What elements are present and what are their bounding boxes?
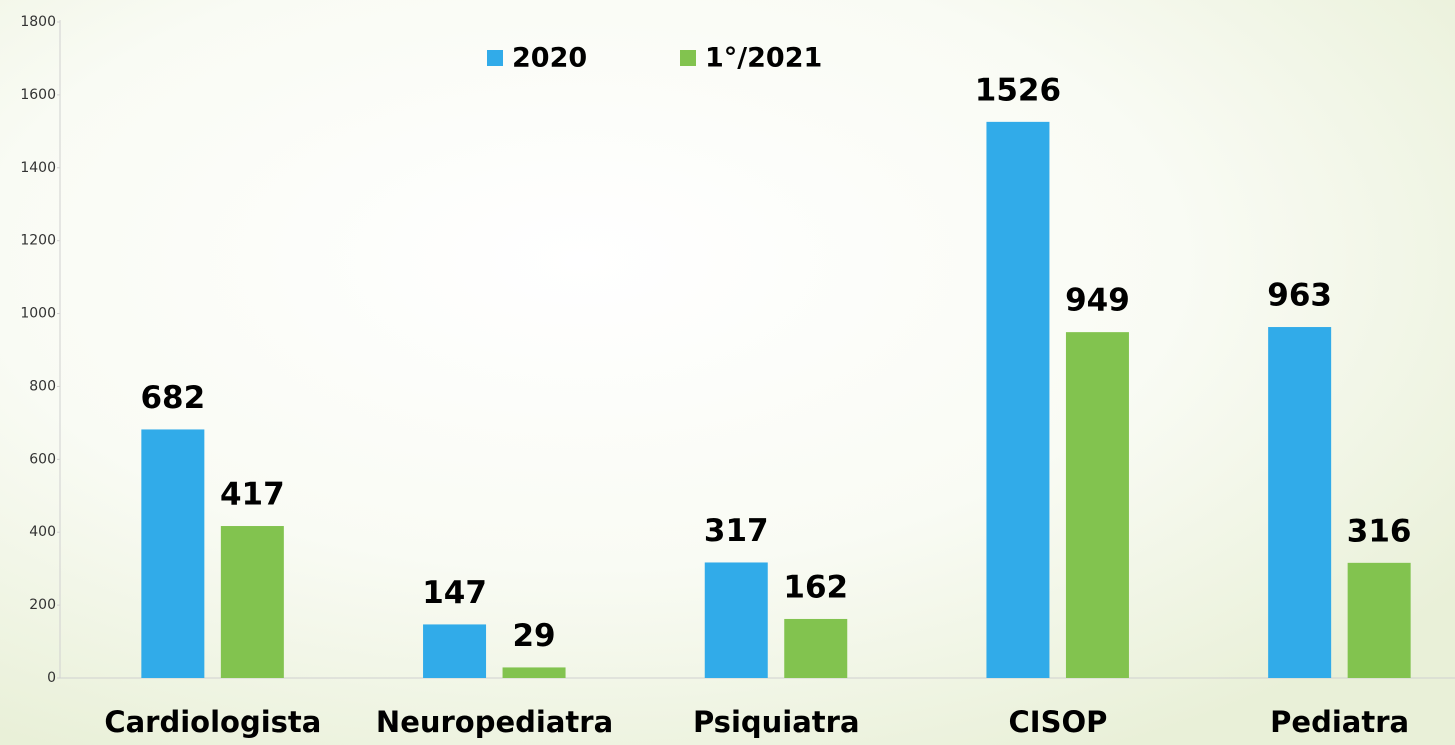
value-label: 417 (220, 477, 285, 513)
value-label: 1526 (975, 72, 1061, 108)
bar (220, 526, 284, 678)
x-tick-label: Pediatra (1270, 705, 1409, 739)
y-tick-label: 1600 (20, 87, 56, 103)
y-tick-label: 600 (29, 451, 56, 467)
value-label: 316 (1347, 513, 1412, 549)
bar (1268, 327, 1332, 678)
y-tick-label: 0 (47, 670, 56, 686)
legend-swatch (487, 50, 503, 66)
bar (423, 624, 487, 678)
bar (1347, 562, 1411, 678)
y-tick-label: 200 (29, 597, 56, 613)
y-tick-label: 800 (29, 378, 56, 394)
value-label: 682 (140, 380, 205, 416)
x-tick-label: Neuropediatra (376, 705, 613, 739)
value-label: 29 (512, 618, 555, 654)
y-tick-label: 1200 (20, 233, 56, 249)
value-label: 963 (1267, 278, 1332, 314)
y-tick-label: 1000 (20, 306, 56, 322)
bar (502, 667, 566, 678)
x-tick-label: CISOP (1009, 705, 1108, 739)
x-tick-label: Cardiologista (104, 705, 321, 739)
y-tick-label: 400 (29, 524, 56, 540)
value-label: 317 (704, 513, 769, 549)
y-tick-label: 1400 (20, 160, 56, 176)
bar (986, 121, 1050, 678)
y-tick-label: 1800 (20, 14, 56, 30)
legend-label: 1°/2021 (705, 43, 822, 74)
value-label: 949 (1065, 283, 1130, 319)
value-label: 147 (422, 575, 487, 611)
bar (784, 618, 848, 678)
value-label: 162 (783, 569, 848, 605)
x-tick-label: Psiquiatra (693, 705, 860, 739)
legend-label: 2020 (512, 43, 587, 74)
bar (1065, 332, 1129, 678)
bar (141, 429, 205, 678)
legend-swatch (680, 50, 696, 66)
bar (704, 562, 768, 678)
